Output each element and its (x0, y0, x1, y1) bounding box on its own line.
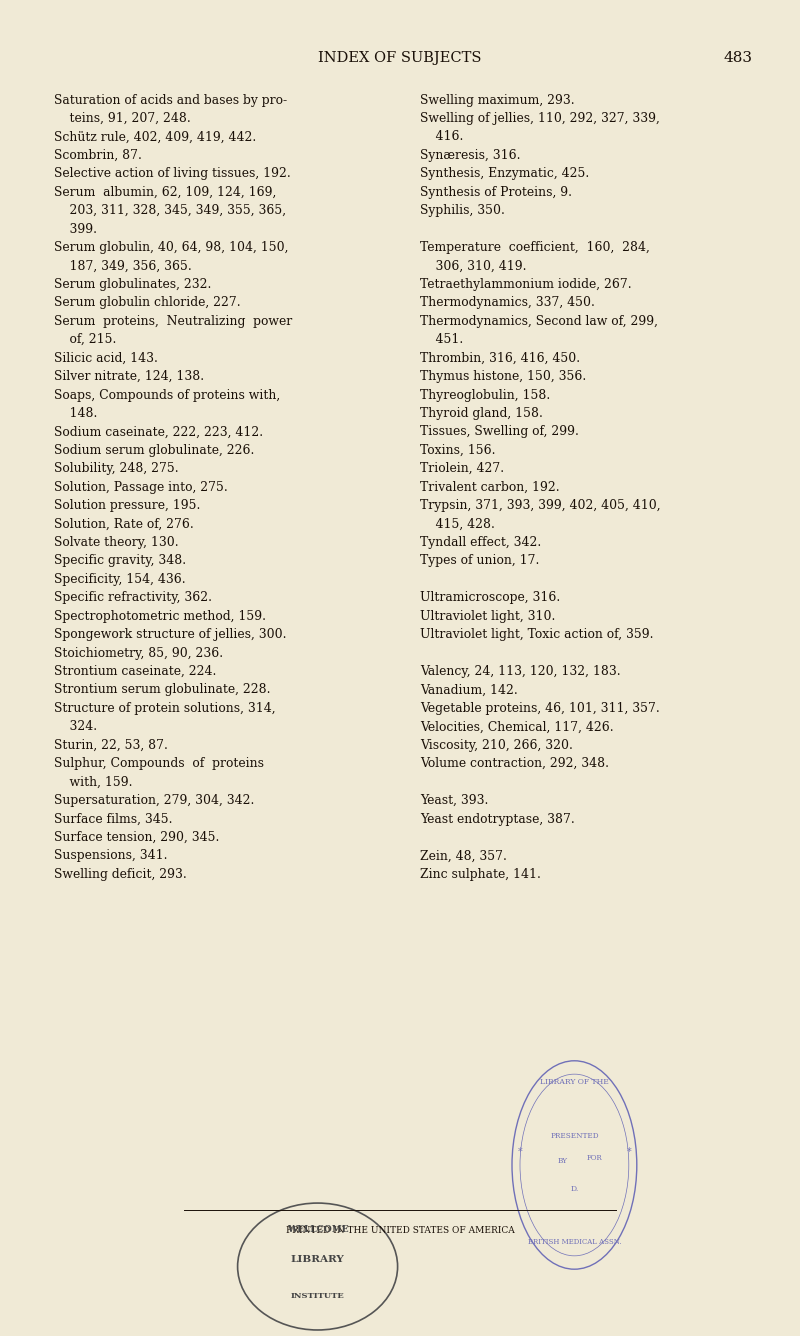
Text: 306, 310, 419.: 306, 310, 419. (420, 259, 526, 273)
Text: Swelling maximum, 293.: Swelling maximum, 293. (420, 94, 574, 107)
Text: Ultraviolet light, 310.: Ultraviolet light, 310. (420, 609, 555, 623)
Text: WELLCOME: WELLCOME (286, 1225, 349, 1233)
Text: 416.: 416. (420, 131, 463, 143)
Text: Spectrophotometric method, 159.: Spectrophotometric method, 159. (54, 609, 266, 623)
Text: Solution, Rate of, 276.: Solution, Rate of, 276. (54, 517, 194, 530)
Text: BY: BY (558, 1157, 567, 1165)
Text: Selective action of living tissues, 192.: Selective action of living tissues, 192. (54, 167, 291, 180)
Text: Saturation of acids and bases by pro-: Saturation of acids and bases by pro- (54, 94, 287, 107)
Text: Silver nitrate, 124, 138.: Silver nitrate, 124, 138. (54, 370, 205, 383)
Text: Swelling of jellies, 110, 292, 327, 339,: Swelling of jellies, 110, 292, 327, 339, (420, 112, 660, 126)
Text: Sodium caseinate, 222, 223, 412.: Sodium caseinate, 222, 223, 412. (54, 425, 263, 438)
Text: Specificity, 154, 436.: Specificity, 154, 436. (54, 573, 186, 587)
Text: Solution, Passage into, 275.: Solution, Passage into, 275. (54, 481, 228, 494)
Text: Suspensions, 341.: Suspensions, 341. (54, 850, 168, 863)
Text: 324.: 324. (54, 720, 98, 733)
Text: *: * (626, 1146, 631, 1157)
Text: PRINTED IN THE UNITED STATES OF AMERICA: PRINTED IN THE UNITED STATES OF AMERICA (286, 1226, 514, 1236)
Text: Solution pressure, 195.: Solution pressure, 195. (54, 500, 201, 512)
Text: Thermodynamics, 337, 450.: Thermodynamics, 337, 450. (420, 297, 595, 310)
Text: Trivalent carbon, 192.: Trivalent carbon, 192. (420, 481, 560, 494)
Text: Thermodynamics, Second law of, 299,: Thermodynamics, Second law of, 299, (420, 315, 658, 327)
Text: Trypsin, 371, 393, 399, 402, 405, 410,: Trypsin, 371, 393, 399, 402, 405, 410, (420, 500, 661, 512)
Text: Zein, 48, 357.: Zein, 48, 357. (420, 850, 507, 863)
Text: Specific refractivity, 362.: Specific refractivity, 362. (54, 592, 213, 604)
Text: Serum globulin chloride, 227.: Serum globulin chloride, 227. (54, 297, 241, 310)
Text: 399.: 399. (54, 223, 98, 235)
Text: Serum  albumin, 62, 109, 124, 169,: Serum albumin, 62, 109, 124, 169, (54, 186, 277, 199)
Text: Serum globulinates, 232.: Serum globulinates, 232. (54, 278, 212, 291)
Text: Thyreoglobulin, 158.: Thyreoglobulin, 158. (420, 389, 550, 402)
Text: Ultraviolet light, Toxic action of, 359.: Ultraviolet light, Toxic action of, 359. (420, 628, 654, 641)
Text: Spongework structure of jellies, 300.: Spongework structure of jellies, 300. (54, 628, 287, 641)
Text: 451.: 451. (420, 333, 463, 346)
Text: 415, 428.: 415, 428. (420, 517, 495, 530)
Text: Toxins, 156.: Toxins, 156. (420, 444, 495, 457)
Text: 187, 349, 356, 365.: 187, 349, 356, 365. (54, 259, 192, 273)
Text: Yeast endotryptase, 387.: Yeast endotryptase, 387. (420, 812, 574, 826)
Text: INDEX OF SUBJECTS: INDEX OF SUBJECTS (318, 51, 482, 64)
Text: Stoichiometry, 85, 90, 236.: Stoichiometry, 85, 90, 236. (54, 647, 223, 660)
Text: Triolein, 427.: Triolein, 427. (420, 462, 504, 476)
Text: FOR: FOR (586, 1154, 602, 1162)
Text: Thymus histone, 150, 356.: Thymus histone, 150, 356. (420, 370, 586, 383)
Text: Silicic acid, 143.: Silicic acid, 143. (54, 351, 158, 365)
Text: Yeast, 393.: Yeast, 393. (420, 794, 488, 807)
Text: Serum globulin, 40, 64, 98, 104, 150,: Serum globulin, 40, 64, 98, 104, 150, (54, 240, 289, 254)
Text: INSTITUTE: INSTITUTE (290, 1292, 345, 1300)
Text: BRITISH MEDICAL ASSN.: BRITISH MEDICAL ASSN. (527, 1238, 622, 1246)
Text: with, 159.: with, 159. (54, 776, 133, 788)
Text: Supersaturation, 279, 304, 342.: Supersaturation, 279, 304, 342. (54, 794, 254, 807)
Text: Synæresis, 316.: Synæresis, 316. (420, 148, 521, 162)
Text: Sulphur, Compounds  of  proteins: Sulphur, Compounds of proteins (54, 758, 264, 771)
Text: Zinc sulphate, 141.: Zinc sulphate, 141. (420, 868, 541, 880)
Text: *: * (518, 1146, 522, 1157)
Text: Structure of protein solutions, 314,: Structure of protein solutions, 314, (54, 701, 276, 715)
Text: Thyroid gland, 158.: Thyroid gland, 158. (420, 407, 543, 420)
Text: 203, 311, 328, 345, 349, 355, 365,: 203, 311, 328, 345, 349, 355, 365, (54, 204, 286, 218)
Text: 483: 483 (723, 51, 752, 64)
Text: Tetraethylammonium iodide, 267.: Tetraethylammonium iodide, 267. (420, 278, 632, 291)
Text: Surface films, 345.: Surface films, 345. (54, 812, 173, 826)
Text: Thrombin, 316, 416, 450.: Thrombin, 316, 416, 450. (420, 351, 580, 365)
Text: Sodium serum globulinate, 226.: Sodium serum globulinate, 226. (54, 444, 254, 457)
Text: D.: D. (570, 1185, 578, 1193)
Text: Scombrin, 87.: Scombrin, 87. (54, 148, 142, 162)
Text: PRESENTED: PRESENTED (550, 1132, 598, 1140)
Text: Synthesis, Enzymatic, 425.: Synthesis, Enzymatic, 425. (420, 167, 590, 180)
Text: Velocities, Chemical, 117, 426.: Velocities, Chemical, 117, 426. (420, 720, 614, 733)
Text: Types of union, 17.: Types of union, 17. (420, 554, 539, 568)
Text: Strontium caseinate, 224.: Strontium caseinate, 224. (54, 665, 217, 679)
Text: Swelling deficit, 293.: Swelling deficit, 293. (54, 868, 187, 880)
Text: Valency, 24, 113, 120, 132, 183.: Valency, 24, 113, 120, 132, 183. (420, 665, 621, 679)
Text: Syphilis, 350.: Syphilis, 350. (420, 204, 505, 218)
Text: of, 215.: of, 215. (54, 333, 117, 346)
Text: Schütz rule, 402, 409, 419, 442.: Schütz rule, 402, 409, 419, 442. (54, 131, 257, 143)
Text: Soaps, Compounds of proteins with,: Soaps, Compounds of proteins with, (54, 389, 281, 402)
Text: Strontium serum globulinate, 228.: Strontium serum globulinate, 228. (54, 684, 271, 696)
Text: Sturin, 22, 53, 87.: Sturin, 22, 53, 87. (54, 739, 168, 752)
Text: Synthesis of Proteins, 9.: Synthesis of Proteins, 9. (420, 186, 572, 199)
Text: teins, 91, 207, 248.: teins, 91, 207, 248. (54, 112, 191, 126)
Text: Temperature  coefficient,  160,  284,: Temperature coefficient, 160, 284, (420, 240, 650, 254)
Text: LIBRARY: LIBRARY (290, 1256, 345, 1264)
Text: Solvate theory, 130.: Solvate theory, 130. (54, 536, 179, 549)
Text: LIBRARY OF THE: LIBRARY OF THE (540, 1078, 609, 1086)
Text: Vanadium, 142.: Vanadium, 142. (420, 684, 518, 696)
Text: Surface tension, 290, 345.: Surface tension, 290, 345. (54, 831, 220, 844)
Text: Solubility, 248, 275.: Solubility, 248, 275. (54, 462, 179, 476)
Text: Serum  proteins,  Neutralizing  power: Serum proteins, Neutralizing power (54, 315, 293, 327)
Text: Volume contraction, 292, 348.: Volume contraction, 292, 348. (420, 758, 609, 771)
Text: Vegetable proteins, 46, 101, 311, 357.: Vegetable proteins, 46, 101, 311, 357. (420, 701, 660, 715)
Text: Tissues, Swelling of, 299.: Tissues, Swelling of, 299. (420, 425, 579, 438)
Text: Ultramicroscope, 316.: Ultramicroscope, 316. (420, 592, 560, 604)
Text: Viscosity, 210, 266, 320.: Viscosity, 210, 266, 320. (420, 739, 573, 752)
Text: 148.: 148. (54, 407, 98, 420)
Text: Tyndall effect, 342.: Tyndall effect, 342. (420, 536, 542, 549)
Text: Specific gravity, 348.: Specific gravity, 348. (54, 554, 186, 568)
